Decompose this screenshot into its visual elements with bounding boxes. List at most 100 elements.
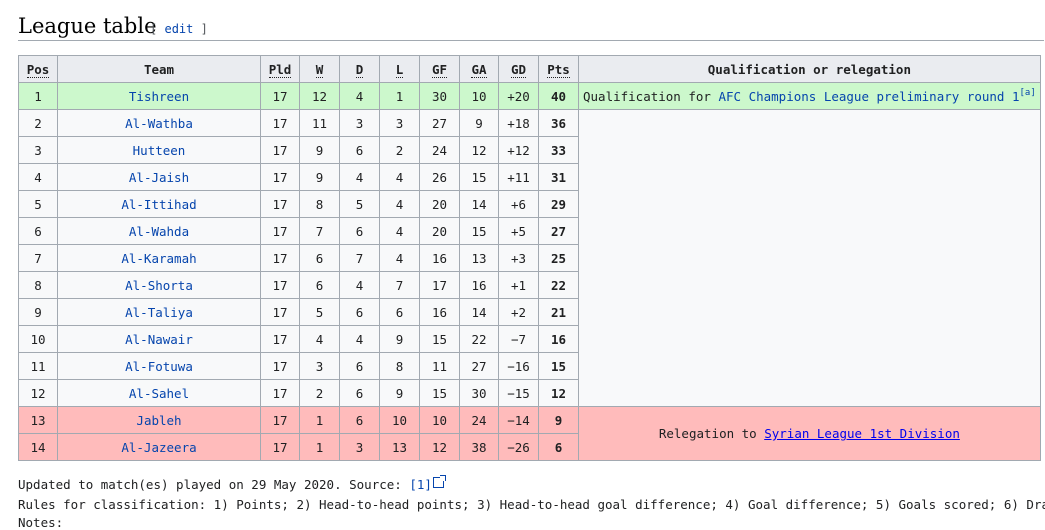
source-link[interactable]: [1] [409,475,446,492]
col-gd[interactable]: GD [498,55,539,83]
cell-w: 1 [299,406,340,434]
cell-gd: +20 [498,82,539,110]
cell-pts: 29 [538,190,579,218]
team-link[interactable]: Al-Fotuwa [125,358,193,374]
cell-d: 6 [339,217,380,245]
syrian-league-1st-division-link[interactable]: Syrian League 1st Division [764,426,960,441]
col-pts[interactable]: Pts [538,55,579,83]
table-row: 12 Al-Sahel 17 2 6 9 15 30 −15 12 [18,379,1041,407]
cell-pts: 6 [538,433,579,461]
cell-d: 3 [339,109,380,137]
col-pld[interactable]: Pld [260,55,300,83]
cell-pos: 6 [18,217,58,245]
cell-ga: 12 [459,136,499,164]
cell-ga: 16 [459,271,499,299]
cell-pld: 17 [260,163,300,191]
table-row: 6 Al-Wahda 17 7 6 4 20 15 +5 27 [18,217,1041,245]
team-link[interactable]: Al-Nawair [125,331,193,347]
col-l[interactable]: L [379,55,420,83]
cell-l: 9 [379,325,420,353]
cell-pts: 31 [538,163,579,191]
cell-team: Tishreen [57,82,261,110]
cell-gd: −26 [498,433,539,461]
cell-pos: 13 [18,406,58,434]
cell-ga: 14 [459,298,499,326]
cell-pos: 11 [18,352,58,380]
col-l-label: L [395,61,404,78]
cell-l: 2 [379,136,420,164]
team-link[interactable]: Al-Sahel [128,385,190,401]
cell-d: 5 [339,190,380,218]
table-row: 14 Al-Jazeera 17 1 3 13 12 38 −26 6 [18,433,1041,461]
cell-gf: 11 [419,352,460,380]
table-row: 1 Tishreen 17 12 4 1 30 10 +20 40 Qualif… [18,82,1041,110]
edit-bracket-open: [ [150,22,158,36]
cell-gf: 20 [419,190,460,218]
cell-l: 4 [379,244,420,272]
cell-pld: 17 [260,298,300,326]
cell-d: 4 [339,163,380,191]
cell-d: 6 [339,406,380,434]
qualification-prefix: Qualification for [583,88,719,104]
cell-pld: 17 [260,352,300,380]
col-ga-label: GA [471,61,487,78]
team-link[interactable]: Al-Taliya [125,304,193,320]
cell-pts: 36 [538,109,579,137]
team-link[interactable]: Tishreen [128,88,190,104]
team-link[interactable]: Al-Shorta [125,277,193,293]
cell-pos: 12 [18,379,58,407]
cell-w: 8 [299,190,340,218]
col-team[interactable]: Team [57,55,261,83]
cell-team: Hutteen [57,136,261,164]
league-table: Pos Team Pld W D L GF GA GD Pts Qualific… [18,55,1041,461]
cell-d: 3 [339,433,380,461]
cell-gf: 15 [419,379,460,407]
updated-text: Updated to match(es) played on 29 May 20… [18,477,410,492]
cell-l: 13 [379,433,420,461]
team-link[interactable]: Al-Jazeera [121,439,197,455]
col-d[interactable]: D [339,55,380,83]
cell-gf: 12 [419,433,460,461]
section-title: League table [18,14,157,38]
team-link[interactable]: Al-Ittihad [121,196,197,212]
cell-gd: +2 [498,298,539,326]
footnote-a-link[interactable]: [a] [1019,87,1036,98]
relegation-prefix: Relegation to [658,426,765,441]
col-pos[interactable]: Pos [18,55,58,83]
cell-w: 7 [299,217,340,245]
cell-pos: 2 [18,109,58,137]
col-gf[interactable]: GF [419,55,460,83]
cell-pts: 16 [538,325,579,353]
cell-team: Al-Nawair [57,325,261,353]
col-w[interactable]: W [299,55,340,83]
cell-ga: 14 [459,190,499,218]
section-heading: League table [ edit ] [18,10,1044,41]
cell-w: 9 [299,136,340,164]
cell-gd: −14 [498,406,539,434]
cell-pts: 9 [538,406,579,434]
cell-team: Al-Fotuwa [57,352,261,380]
cell-pos: 3 [18,136,58,164]
afc-champions-league-link[interactable]: AFC Champions League preliminary round 1 [718,88,1020,104]
cell-d: 6 [339,136,380,164]
cell-l: 7 [379,271,420,299]
col-ga[interactable]: GA [459,55,499,83]
team-link[interactable]: Al-Wahda [128,223,190,239]
col-qualification: Qualification or relegation [578,55,1041,83]
team-link[interactable]: Al-Wathba [125,115,193,131]
team-link[interactable]: Jableh [136,412,182,428]
cell-qualification: Qualification for AFC Champions League p… [578,82,1041,110]
cell-ga: 27 [459,352,499,380]
team-link[interactable]: Al-Jaish [128,169,190,185]
cell-pld: 17 [260,433,300,461]
cell-pos: 1 [18,82,58,110]
cell-pts: 21 [538,298,579,326]
cell-pld: 17 [260,190,300,218]
team-link[interactable]: Hutteen [132,142,186,158]
cell-team: Al-Jaish [57,163,261,191]
edit-link[interactable]: edit [164,22,194,36]
team-link[interactable]: Al-Karamah [121,250,197,266]
cell-d: 6 [339,352,380,380]
cell-gf: 10 [419,406,460,434]
cell-d: 6 [339,298,380,326]
